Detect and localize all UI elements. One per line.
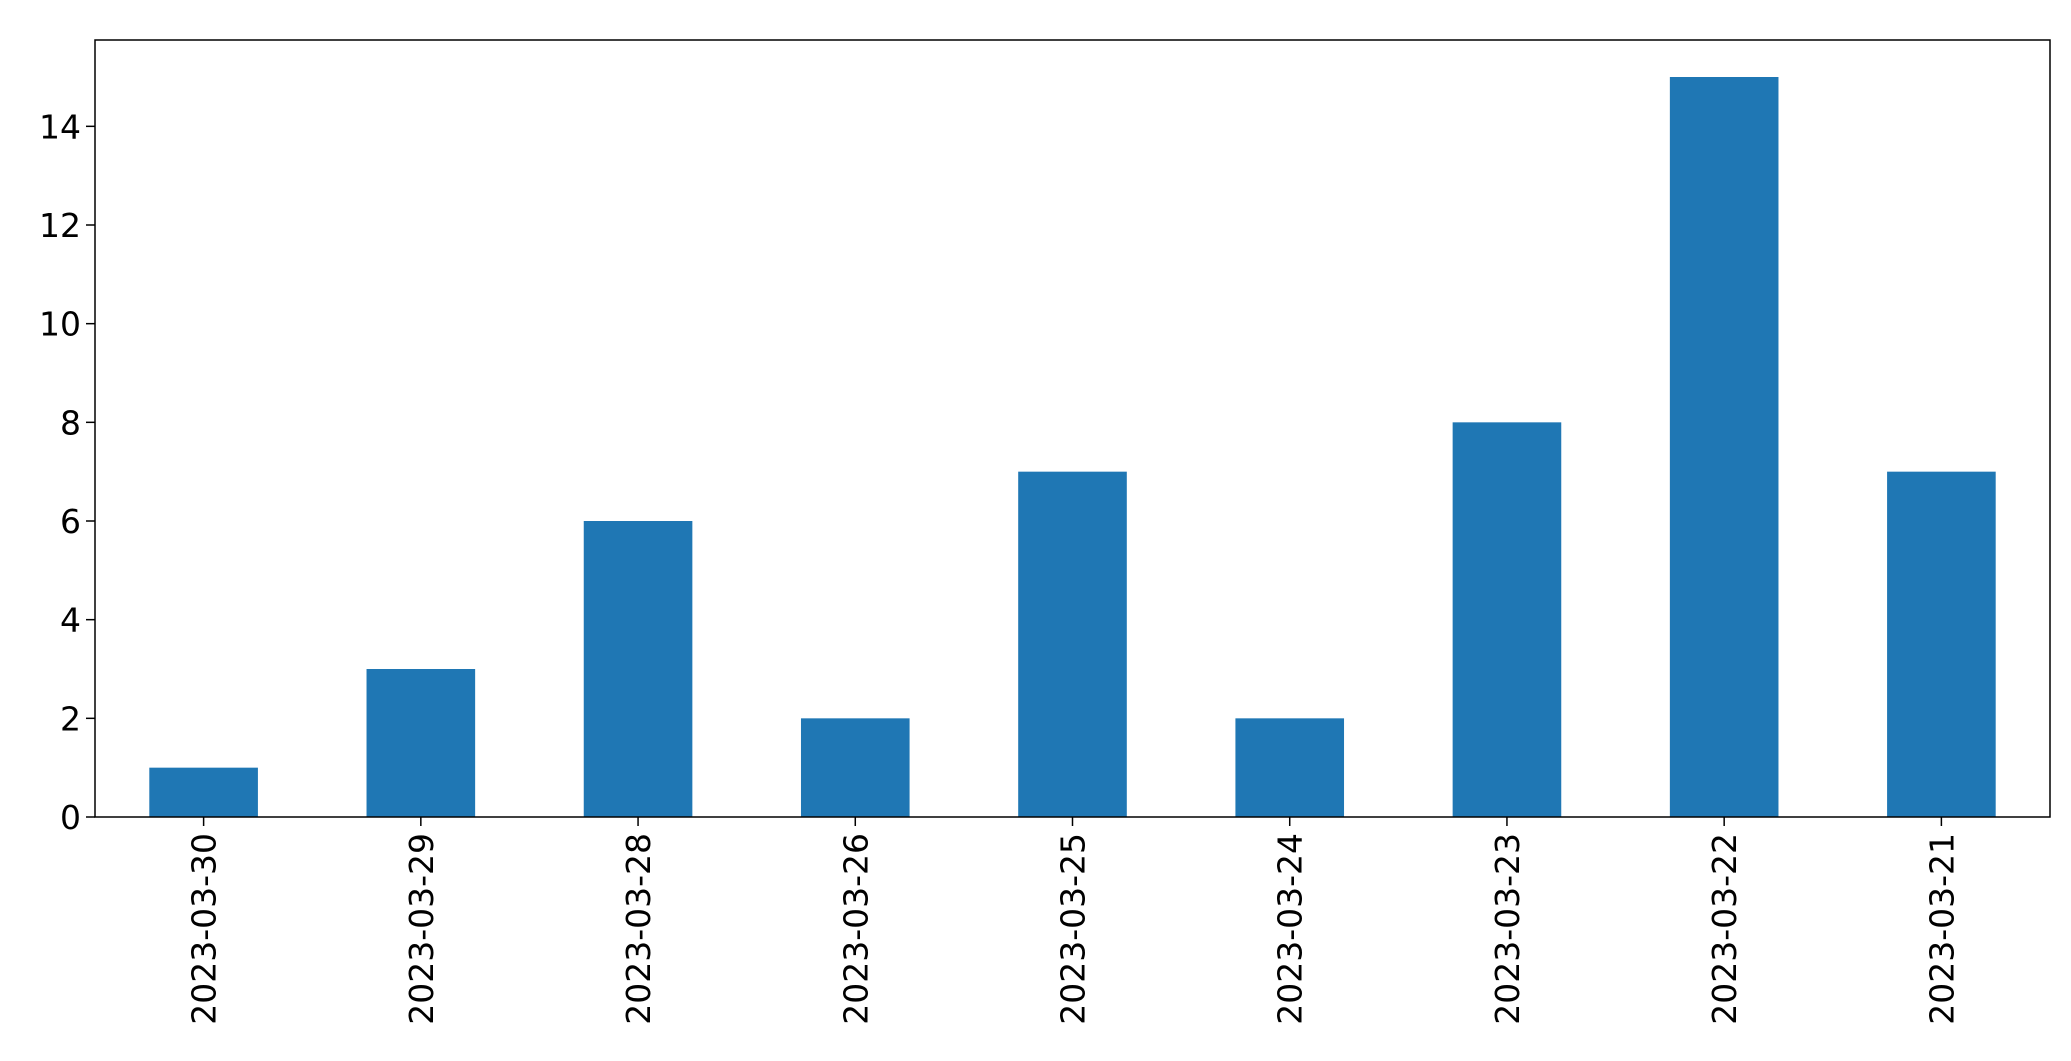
x-tick-label: 2023-03-30	[185, 833, 224, 1025]
x-tick-label: 2023-03-23	[1488, 833, 1527, 1025]
bar-2023-03-25	[1018, 471, 1127, 817]
bar-2023-03-22	[1669, 77, 1779, 817]
x-tick-label: 2023-03-25	[1054, 833, 1093, 1025]
x-axis: 2023-03-30 2023-03-29 2023-03-28 2023-03-26…	[185, 817, 1961, 1025]
x-tick-label: 2023-03-21	[1922, 833, 1961, 1025]
x-tick-label: 2023-03-24	[1271, 833, 1310, 1025]
y-tick-label: 4	[60, 601, 81, 640]
x-tick-label: 2023-03-29	[402, 833, 441, 1025]
bar-2023-03-23	[1452, 422, 1562, 817]
bar-2023-03-24	[1235, 718, 1345, 817]
y-tick-label: 8	[60, 403, 81, 442]
x-tick-label: 2023-03-26	[836, 833, 875, 1025]
y-tick-label: 14	[39, 107, 81, 146]
bar-2023-03-21	[1887, 471, 1996, 817]
y-tick-label: 0	[60, 798, 81, 837]
bar-2023-03-30	[149, 767, 258, 817]
y-tick-label: 12	[39, 206, 81, 245]
bar-2023-03-26	[800, 718, 910, 817]
plot-frame	[94, 39, 2051, 818]
y-tick-label: 10	[39, 305, 81, 344]
y-tick-label: 2	[60, 699, 81, 738]
bar-2023-03-28	[583, 521, 693, 817]
x-tick-label: 2023-03-22	[1705, 833, 1744, 1025]
y-axis: 0 2 4 6 8 10 12 14	[39, 107, 95, 837]
bar-2023-03-29	[366, 669, 476, 817]
bars-group	[149, 77, 1996, 817]
x-tick-label: 2023-03-28	[619, 833, 658, 1025]
y-tick-label: 6	[60, 502, 81, 541]
